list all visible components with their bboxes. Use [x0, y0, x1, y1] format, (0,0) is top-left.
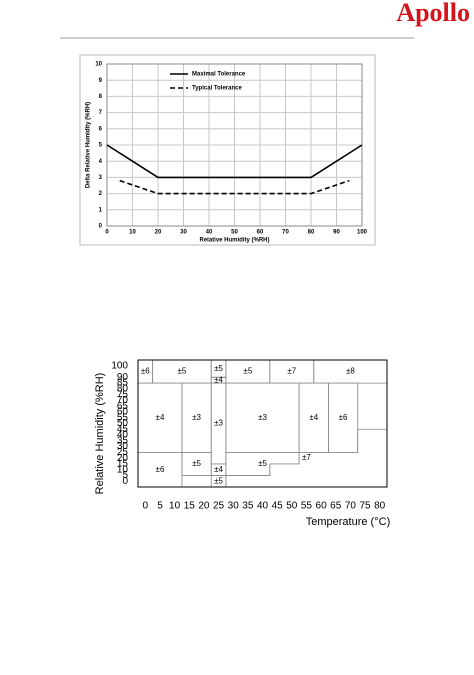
y-tick-label: 7 [99, 110, 103, 116]
zone-label: ±3 [214, 419, 223, 428]
zone-label: ±6 [141, 367, 150, 376]
y-tick-label: 55 [117, 412, 129, 423]
zone-label: ±8 [346, 367, 355, 376]
zone-label: ±4 [214, 375, 223, 384]
zone-label: ±4 [214, 465, 223, 474]
x-tick-label: 25 [213, 501, 225, 512]
y-tick-label: 65 [117, 401, 129, 412]
x-tick-label: 30 [228, 501, 240, 512]
x-tick-label: 20 [198, 501, 210, 512]
zone-label: ±4 [156, 413, 165, 422]
y-tick-label: 8 [99, 94, 103, 100]
zone [181, 451, 212, 476]
data-line [106, 144, 363, 179]
zone-label: ±7 [287, 367, 296, 376]
y-axis-label: Relative Humidity (%RH) [94, 373, 106, 495]
x-tick-label: 55 [301, 501, 313, 512]
zone-label: ±3 [258, 413, 267, 422]
x-tick-label: 15 [184, 501, 196, 512]
y-tick-label: 5 [99, 143, 103, 149]
y-tick-label: 80 [117, 384, 129, 395]
y-tick-label: 85 [117, 378, 129, 389]
y-tick-label: 35 [117, 435, 129, 446]
chart-frame [79, 54, 376, 246]
x-tick-label: 70 [345, 501, 357, 512]
y-tick-label: 0 [122, 476, 128, 487]
y-tick-label: 25 [117, 447, 129, 458]
y-tick-label: 60 [117, 407, 129, 418]
legend-label: Maximal Tolerance [192, 72, 246, 78]
data-line [119, 179, 350, 195]
y-tick-label: 30 [117, 441, 129, 452]
x-tick-label: 40 [257, 501, 269, 512]
x-tick-label: 80 [308, 230, 315, 236]
zone-label: ±6 [339, 413, 348, 422]
y-tick-label: 15 [117, 459, 129, 470]
x-tick-label: 60 [257, 230, 264, 236]
x-tick-label: 10 [129, 230, 136, 236]
x-tick-label: 70 [282, 230, 289, 236]
y-tick-label: 70 [117, 395, 129, 406]
plot-frame [137, 359, 388, 488]
x-tick-label: 50 [231, 230, 238, 236]
logo: Apollo [396, 0, 470, 27]
y-tick-label: 40 [117, 430, 129, 441]
x-tick-label: 0 [105, 230, 109, 236]
y-tick-label: 1 [99, 207, 103, 213]
x-tick-label: 35 [242, 501, 254, 512]
zone-label: ±3 [192, 413, 201, 422]
y-tick-label: 50 [117, 418, 129, 429]
x-tick-label: 20 [155, 230, 162, 236]
x-tick-label: 65 [330, 501, 342, 512]
y-tick-label: 10 [117, 464, 129, 475]
x-tick-label: 50 [286, 501, 298, 512]
zone-label: ±5 [214, 364, 223, 373]
y-axis-label: Delta Relative Humidity (%RH) [86, 102, 92, 188]
legend-label: Typical Tolerance [192, 86, 242, 92]
x-tick-label: 30 [180, 230, 187, 236]
y-tick-label: 90 [117, 372, 129, 383]
y-tick-label: 100 [111, 360, 128, 371]
y-tick-label: 0 [99, 224, 103, 230]
x-tick-label: 90 [333, 230, 340, 236]
x-tick-label: 100 [357, 230, 368, 236]
y-tick-label: 5 [122, 470, 128, 481]
zone-label: ±5 [178, 367, 187, 376]
x-tick-label: 0 [143, 501, 149, 512]
x-tick-label: 75 [359, 501, 371, 512]
zone-label: ±5 [258, 459, 267, 468]
y-tick-label: 20 [117, 453, 129, 464]
y-tick-label: 3 [99, 175, 103, 181]
zone-label: ±5 [243, 367, 252, 376]
x-tick-label: 40 [206, 230, 213, 236]
y-tick-label: 6 [99, 126, 103, 132]
zone-label: ±5 [192, 459, 201, 468]
y-tick-label: 45 [117, 424, 129, 435]
x-tick-label: 5 [157, 501, 163, 512]
x-axis-label: Temperature (°C) [306, 516, 390, 528]
x-tick-label: 60 [316, 501, 328, 512]
zone-label: ±4 [309, 413, 318, 422]
x-tick-label: 45 [272, 501, 284, 512]
y-tick-label: 4 [99, 159, 103, 165]
zone-label: ±5 [214, 476, 223, 485]
x-axis-label: Relative Humidity (%RH) [199, 238, 269, 244]
y-tick-label: 9 [99, 78, 103, 84]
x-tick-label: 80 [374, 501, 386, 512]
y-tick-label: 2 [99, 191, 103, 197]
zone-label: ±7 [302, 453, 311, 462]
y-tick-label: 75 [117, 389, 129, 400]
x-tick-label: 10 [169, 501, 181, 512]
zone-label: ±6 [156, 465, 165, 474]
y-tick-label: 10 [95, 62, 102, 68]
